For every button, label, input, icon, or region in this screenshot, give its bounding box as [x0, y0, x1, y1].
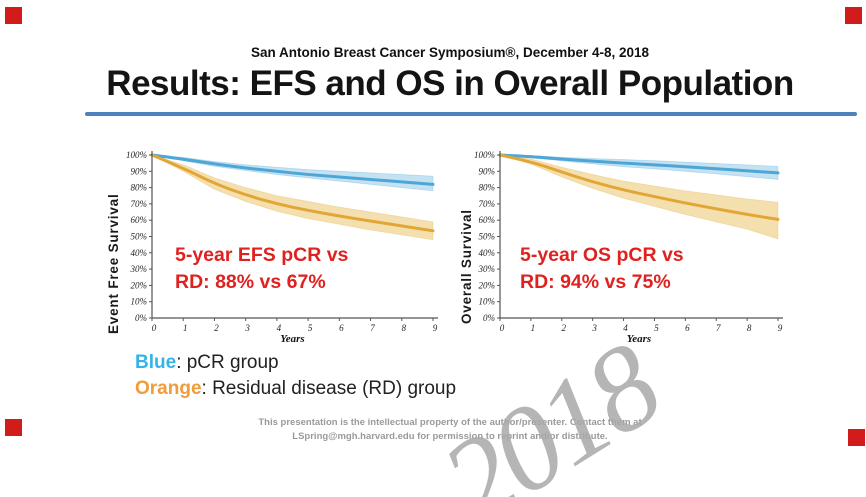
- os-plot: 100% 90% 80% 70% 60% 50% 40% 30% 20% 10% 0% 0 1 2 3 4 5 6…: [474, 150, 783, 345]
- x-axis-title: Years: [280, 333, 304, 345]
- x-tick-label: 6: [339, 323, 344, 333]
- corner-marker-top-left: [5, 7, 22, 24]
- os-chart: Overall Survival 100% 90% 80% 70% 60% 50% 40% 3…: [448, 148, 798, 348]
- legend-word-blue: Blue: [135, 352, 177, 373]
- x-tick-label: 5: [654, 323, 659, 333]
- x-tick-label: 7: [370, 323, 375, 333]
- x-tick-label: 7: [716, 323, 721, 333]
- symposium-header: San Antonio Breast Cancer Symposium®, De…: [250, 45, 650, 60]
- efs-plot: 100% 90% 80% 70% 60% 50% 40% 30% 20% 10% 0% 0 1 2 3 4 5 6…: [126, 150, 438, 345]
- efs-y-axis-title: Event Free Survival: [106, 193, 121, 334]
- efs-annotation-line1: 5-year EFS pCR vs: [175, 244, 349, 266]
- survival-curve: [150, 153, 435, 233]
- corner-marker-bottom-left: [5, 419, 22, 436]
- x-tick-label: 4: [623, 323, 628, 333]
- y-tick-label: 50%: [479, 232, 496, 242]
- x-tick-label: 8: [402, 323, 407, 333]
- x-tick-label: 2: [214, 323, 219, 333]
- x-tick-label: 3: [244, 323, 250, 333]
- y-tick-label: 30%: [478, 264, 496, 274]
- y-tick-label: 70%: [479, 199, 496, 209]
- y-tick-label: 60%: [131, 215, 148, 225]
- efs-annotation: 5-year EFS pCR vs RD: 88% vs 67%: [175, 242, 348, 296]
- y-tick-label: 20%: [479, 280, 496, 290]
- x-tick-label: 9: [778, 323, 783, 333]
- corner-marker-top-right: [845, 7, 862, 24]
- footer-line2: LSpring@mgh.harvard.edu for permission t…: [292, 431, 608, 442]
- efs-annotation-line2: RD: 88% vs 67%: [175, 271, 326, 293]
- survival-curve: [150, 153, 435, 186]
- x-tick-label: 4: [277, 323, 282, 333]
- survival-curve: [498, 153, 780, 221]
- title-underline: [85, 112, 857, 116]
- corner-marker-bottom-right: [848, 429, 865, 446]
- legend-word-orange: Orange: [135, 378, 202, 399]
- y-tick-label: 10%: [479, 297, 496, 307]
- y-tick-label: 30%: [130, 264, 148, 274]
- x-tick-label: 6: [685, 323, 690, 333]
- os-annotation: 5-year OS pCR vs RD: 94% vs 75%: [520, 242, 684, 296]
- y-tick-label: 90%: [479, 166, 496, 176]
- footer-line1: This presentation is the intellectual pr…: [258, 417, 642, 428]
- x-tick-label: 1: [183, 323, 188, 333]
- y-tick-label: 0%: [483, 313, 495, 323]
- x-tick-label: 0: [500, 323, 505, 333]
- x-tick-label: 9: [433, 323, 438, 333]
- x-tick-label: 1: [531, 323, 536, 333]
- y-tick-label: 60%: [479, 215, 496, 225]
- y-tick-label: 90%: [131, 166, 148, 176]
- x-tick-label: 2: [562, 323, 567, 333]
- y-tick-label: 100%: [126, 150, 147, 160]
- y-tick-label: 0%: [135, 313, 147, 323]
- y-tick-label: 50%: [131, 232, 148, 242]
- confidence-band: [151, 154, 434, 241]
- x-axis-title: Years: [627, 333, 651, 345]
- y-tick-label: 70%: [131, 199, 148, 209]
- os-annotation-line1: 5-year OS pCR vs: [520, 244, 684, 266]
- y-tick-label: 40%: [479, 248, 496, 258]
- x-tick-label: 8: [747, 323, 752, 333]
- page-title: Results: EFS and OS in Overall Populatio…: [106, 64, 794, 103]
- legend: Blue: pCR group Orange: Residual disease…: [135, 350, 456, 402]
- footer-disclaimer: This presentation is the intellectual pr…: [160, 416, 740, 444]
- y-tick-label: 10%: [131, 297, 148, 307]
- x-tick-label: 0: [152, 323, 157, 333]
- os-y-axis-title: Overall Survival: [459, 209, 474, 324]
- y-tick-label: 80%: [131, 183, 148, 193]
- y-tick-label: 40%: [131, 248, 148, 258]
- os-annotation-line2: RD: 94% vs 75%: [520, 271, 671, 293]
- x-tick-label: 5: [308, 323, 313, 333]
- y-tick-label: 80%: [479, 183, 496, 193]
- y-tick-label: 100%: [474, 150, 495, 160]
- efs-chart: Event Free Survival 100% 90% 80% 70% 60% 50% 4…: [100, 148, 450, 348]
- legend-text-pcr: : pCR group: [176, 352, 279, 373]
- legend-item-pcr: Blue: pCR group: [135, 350, 456, 376]
- survival-curve: [498, 153, 780, 175]
- x-tick-label: 3: [591, 323, 597, 333]
- legend-item-rd: Orange: Residual disease (RD) group: [135, 376, 456, 402]
- y-tick-label: 20%: [131, 280, 148, 290]
- legend-text-rd: : Residual disease (RD) group: [201, 378, 457, 399]
